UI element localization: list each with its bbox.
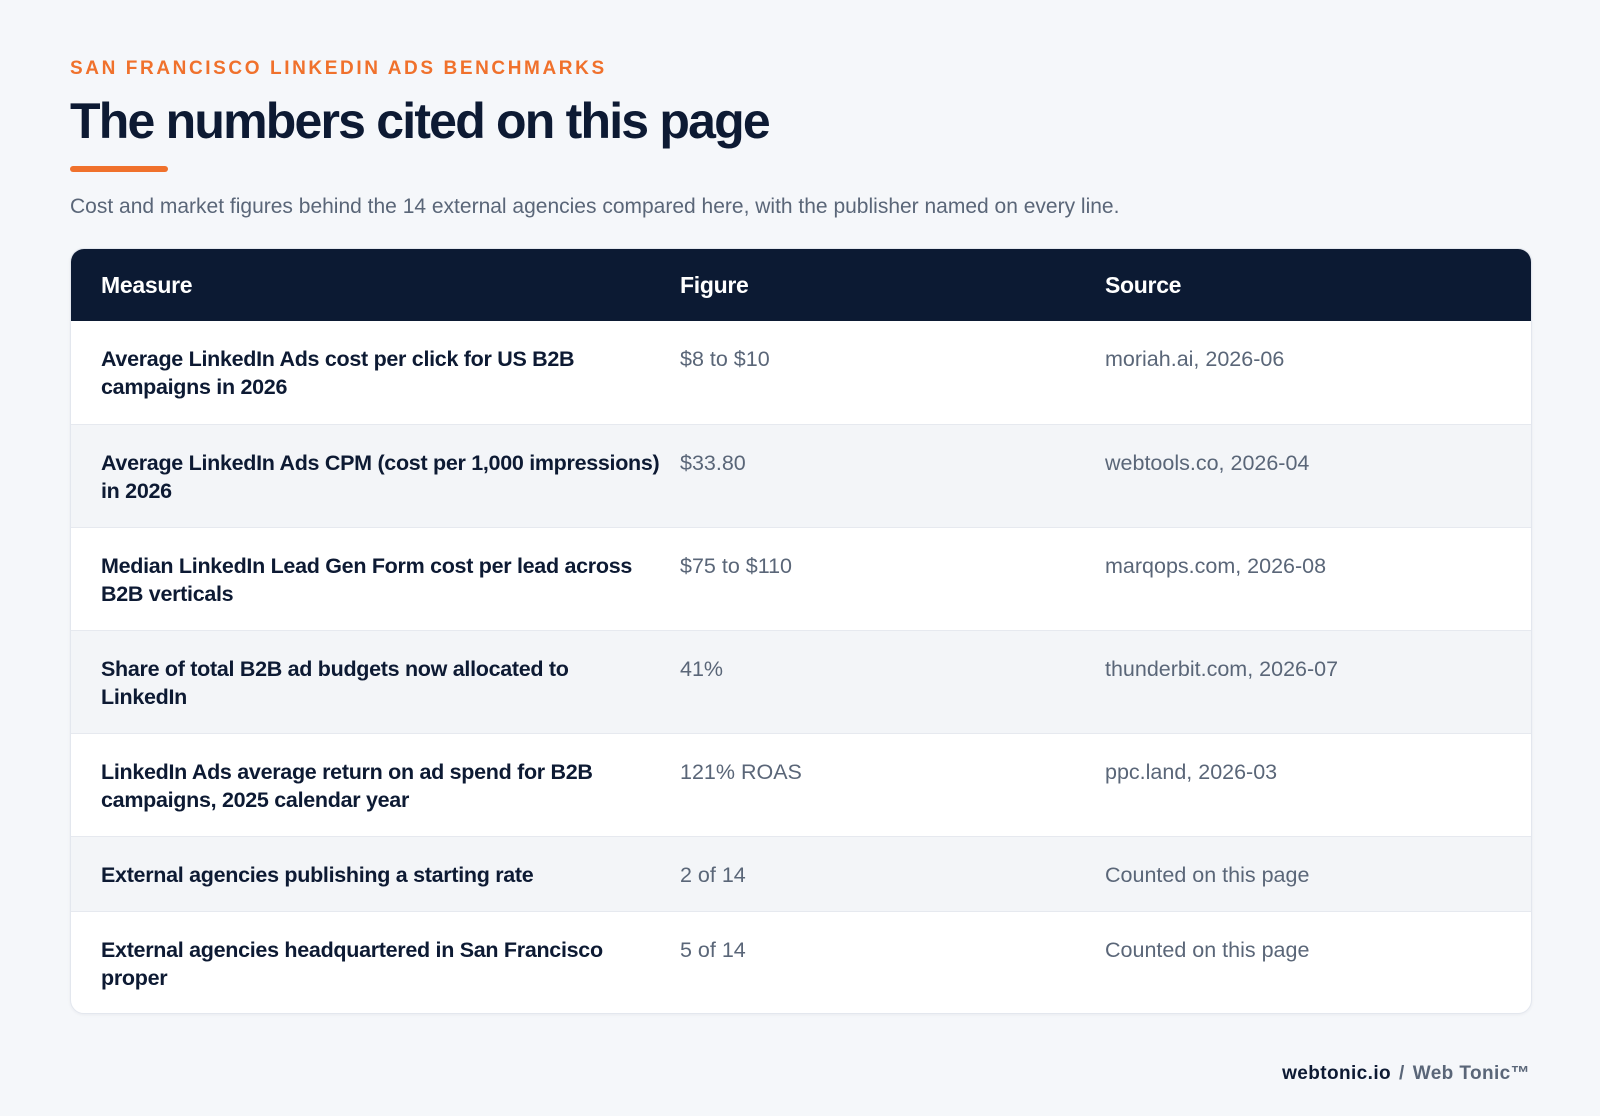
source-cell: Counted on this page bbox=[1105, 938, 1310, 962]
column-header-figure: Figure bbox=[680, 271, 749, 298]
page-subtitle: Cost and market figures behind the 14 ex… bbox=[70, 195, 1120, 218]
table-row: Median LinkedIn Lead Gen Form cost per l… bbox=[71, 527, 1531, 630]
measure-cell: External agencies headquartered in San F… bbox=[101, 938, 603, 990]
source-cell: ppc.land, 2026-03 bbox=[1105, 760, 1278, 784]
footer-domain: webtonic.io bbox=[1282, 1063, 1392, 1084]
accent-underline bbox=[70, 166, 168, 172]
table-row: Share of total B2B ad budgets now alloca… bbox=[71, 630, 1531, 733]
figure-cell: $33.80 bbox=[680, 451, 746, 475]
table-row: Average LinkedIn Ads cost per click for … bbox=[71, 321, 1531, 424]
figure-cell: 121% ROAS bbox=[680, 760, 802, 784]
measure-cell: Average LinkedIn Ads CPM (cost per 1,000… bbox=[101, 451, 660, 503]
source-cell: moriah.ai, 2026-06 bbox=[1105, 347, 1285, 371]
figure-cell: 5 of 14 bbox=[680, 938, 746, 962]
source-cell: Counted on this page bbox=[1105, 863, 1310, 887]
column-header-source: Source bbox=[1105, 271, 1182, 298]
source-cell: thunderbit.com, 2026-07 bbox=[1105, 657, 1339, 681]
figure-cell: 41% bbox=[680, 657, 724, 681]
table-row: External agencies publishing a starting … bbox=[71, 836, 1531, 911]
table-body: Average LinkedIn Ads cost per click for … bbox=[71, 321, 1531, 1013]
column-header-measure: Measure bbox=[101, 271, 193, 298]
measure-cell: Average LinkedIn Ads cost per click for … bbox=[101, 347, 575, 399]
footer-brand: Web Tonic™ bbox=[1412, 1063, 1530, 1084]
footer-credit: webtonic.io / Web Tonic™ bbox=[1282, 1063, 1530, 1085]
figure-cell: $8 to $10 bbox=[680, 347, 770, 371]
table-header: Measure Figure Source bbox=[71, 249, 1531, 321]
figure-cell: $75 to $110 bbox=[680, 554, 792, 578]
eyebrow-label: SAN FRANCISCO LINKEDIN ADS BENCHMARKS bbox=[70, 58, 607, 79]
measure-cell: LinkedIn Ads average return on ad spend … bbox=[101, 760, 593, 812]
page-title: The numbers cited on this page bbox=[70, 93, 771, 149]
source-cell: webtools.co, 2026-04 bbox=[1105, 451, 1310, 475]
measure-cell: External agencies publishing a starting … bbox=[101, 863, 534, 887]
figure-cell: 2 of 14 bbox=[680, 863, 746, 887]
measure-cell: Share of total B2B ad budgets now alloca… bbox=[101, 657, 569, 709]
footer-separator: / bbox=[1399, 1063, 1405, 1084]
table-row: LinkedIn Ads average return on ad spend … bbox=[71, 733, 1531, 836]
source-cell: marqops.com, 2026-08 bbox=[1105, 554, 1327, 578]
table-row: Average LinkedIn Ads CPM (cost per 1,000… bbox=[71, 424, 1531, 527]
measure-cell: Median LinkedIn Lead Gen Form cost per l… bbox=[101, 554, 633, 606]
benchmarks-table: Measure Figure Source Average LinkedIn A… bbox=[70, 248, 1532, 1014]
table-row: External agencies headquartered in San F… bbox=[71, 911, 1531, 1013]
